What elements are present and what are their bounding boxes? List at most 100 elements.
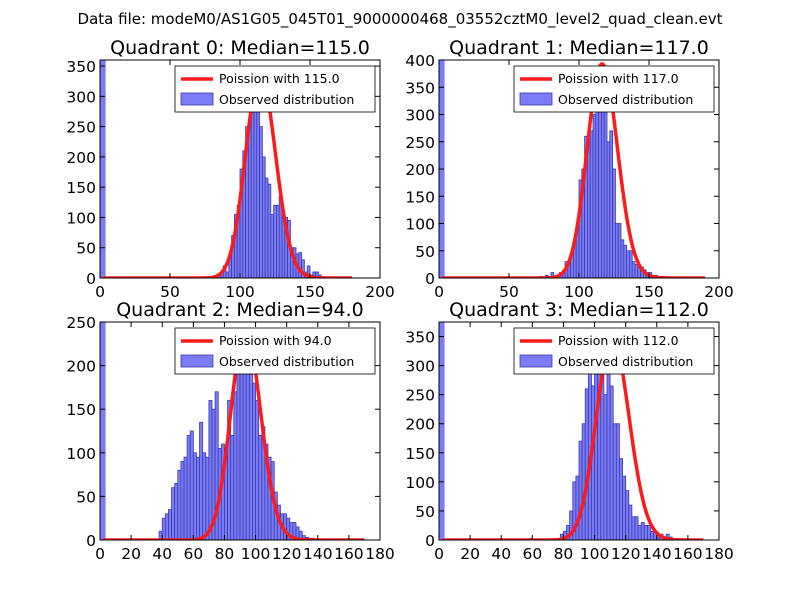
histogram-bar (578, 440, 583, 540)
histogram-bar (629, 250, 633, 278)
x-tick-label: 20 (460, 545, 480, 563)
legend-label-observed: Observed distribution (558, 92, 693, 107)
plot-area (100, 322, 365, 540)
histogram-bar (634, 516, 639, 540)
histogram-bar (626, 250, 630, 278)
x-tick-label: 60 (522, 545, 542, 563)
histogram-bar (589, 130, 594, 278)
x-tick-label: 0 (434, 545, 444, 563)
zero-bin-bar (100, 60, 106, 278)
histogram-bar (267, 183, 272, 278)
histogram-bar (301, 259, 305, 278)
y-tick-label: 100 (66, 445, 96, 463)
histogram-bar (615, 423, 620, 540)
y-tick-label: 0 (425, 270, 435, 288)
poisson-curve (102, 329, 365, 540)
y-tick-label: 250 (66, 119, 96, 137)
legend-bar-swatch (519, 92, 553, 106)
legend-label-poisson: Poission with 94.0 (219, 333, 332, 348)
histogram-bar (255, 400, 260, 540)
plot-area (100, 60, 353, 278)
y-tick-label: 0 (425, 532, 435, 550)
histogram-bar (259, 126, 263, 278)
x-tick-label: 140 (303, 545, 333, 563)
histogram-bar (256, 95, 260, 278)
x-tick-label: 100 (564, 283, 594, 301)
legend-bar-swatch (180, 92, 214, 106)
histogram-bar (620, 239, 625, 278)
histogram-bar (631, 516, 636, 540)
x-tick-label: 50 (499, 283, 519, 301)
histogram-bar (617, 223, 622, 278)
histogram-bar (177, 469, 182, 540)
y-tick-label: 150 (66, 179, 96, 197)
legend-bar-swatch (519, 354, 553, 368)
histogram-bar (601, 86, 605, 278)
histogram-bar (606, 353, 611, 540)
y-tick-label: 150 (405, 445, 435, 463)
axes-frame (99, 321, 381, 541)
histogram-bar (258, 434, 263, 540)
histogram-bar (174, 482, 179, 540)
y-tick-label: 400 (405, 52, 435, 70)
panel-quadrant-1: 0 50 100 150 200 0 50 100 150 200 250 300 350 400 Quad… (405, 37, 733, 301)
x-tick-label: 80 (554, 545, 574, 563)
legend: Poission with 112.0 Observed distribution (513, 327, 715, 375)
y-tick-label: 300 (405, 107, 435, 125)
histogram-bar (584, 388, 589, 540)
x-tick-label: 100 (225, 283, 255, 301)
zero-bin-bar (439, 322, 445, 540)
y-tick-label: 150 (405, 188, 435, 206)
legend: Poission with 115.0 Observed distribution (174, 65, 376, 113)
poisson-curve (441, 336, 704, 540)
histogram-bar (637, 525, 642, 540)
y-tick-label: 150 (66, 401, 96, 419)
legend-label-observed: Observed distribution (558, 354, 693, 369)
histogram-bar (186, 434, 191, 540)
x-tick-label: 40 (491, 545, 511, 563)
histogram-bar (615, 223, 619, 278)
y-tick-label: 250 (405, 134, 435, 152)
histogram-bar (592, 114, 597, 278)
suptitle: Data file: modeM0/AS1G05_045T01_90000004… (78, 10, 723, 29)
y-tick-label: 300 (66, 88, 96, 106)
y-tick-label: 0 (86, 532, 96, 550)
x-tick-label: 150 (295, 283, 325, 301)
legend-label-poisson: Poission with 115.0 (219, 71, 340, 86)
histogram-bar (609, 385, 614, 540)
x-tick-label: 200 (704, 283, 734, 301)
legend-label-poisson: Poission with 112.0 (558, 333, 679, 348)
histogram-bar (628, 504, 633, 540)
x-tick-label: 180 (365, 545, 395, 563)
histogram-bar (647, 525, 651, 540)
legend-label-poisson: Poission with 117.0 (558, 71, 679, 86)
histogram-bar (603, 394, 608, 540)
histogram-bar (189, 430, 194, 540)
y-tick-label: 100 (66, 209, 96, 227)
histogram-bar (625, 490, 630, 540)
panel-title: Quadrant 2: Median=94.0 (116, 299, 364, 321)
y-tick-label: 50 (415, 503, 435, 521)
histogram-bar (205, 456, 210, 540)
histogram-bar (252, 382, 256, 540)
histogram-bar (199, 421, 204, 540)
y-tick-label: 350 (405, 329, 435, 347)
histogram-bar (171, 487, 176, 540)
x-tick-label: 150 (634, 283, 664, 301)
x-tick-label: 160 (334, 545, 364, 563)
y-tick-label: 100 (405, 216, 435, 234)
x-tick-label: 20 (121, 545, 141, 563)
histogram-bar (168, 509, 172, 540)
y-tick-label: 100 (405, 474, 435, 492)
histogram-bar (273, 204, 277, 278)
histogram-bar (298, 252, 302, 278)
panel-title: Quadrant 1: Median=117.0 (449, 37, 709, 59)
x-tick-label: 120 (272, 545, 302, 563)
x-tick-label: 40 (152, 545, 172, 563)
histogram-bar (619, 458, 623, 540)
legend-label-observed: Observed distribution (219, 92, 354, 107)
legend-bar-swatch (180, 354, 214, 368)
histogram-bar (248, 373, 253, 540)
histogram-bar (261, 156, 266, 278)
